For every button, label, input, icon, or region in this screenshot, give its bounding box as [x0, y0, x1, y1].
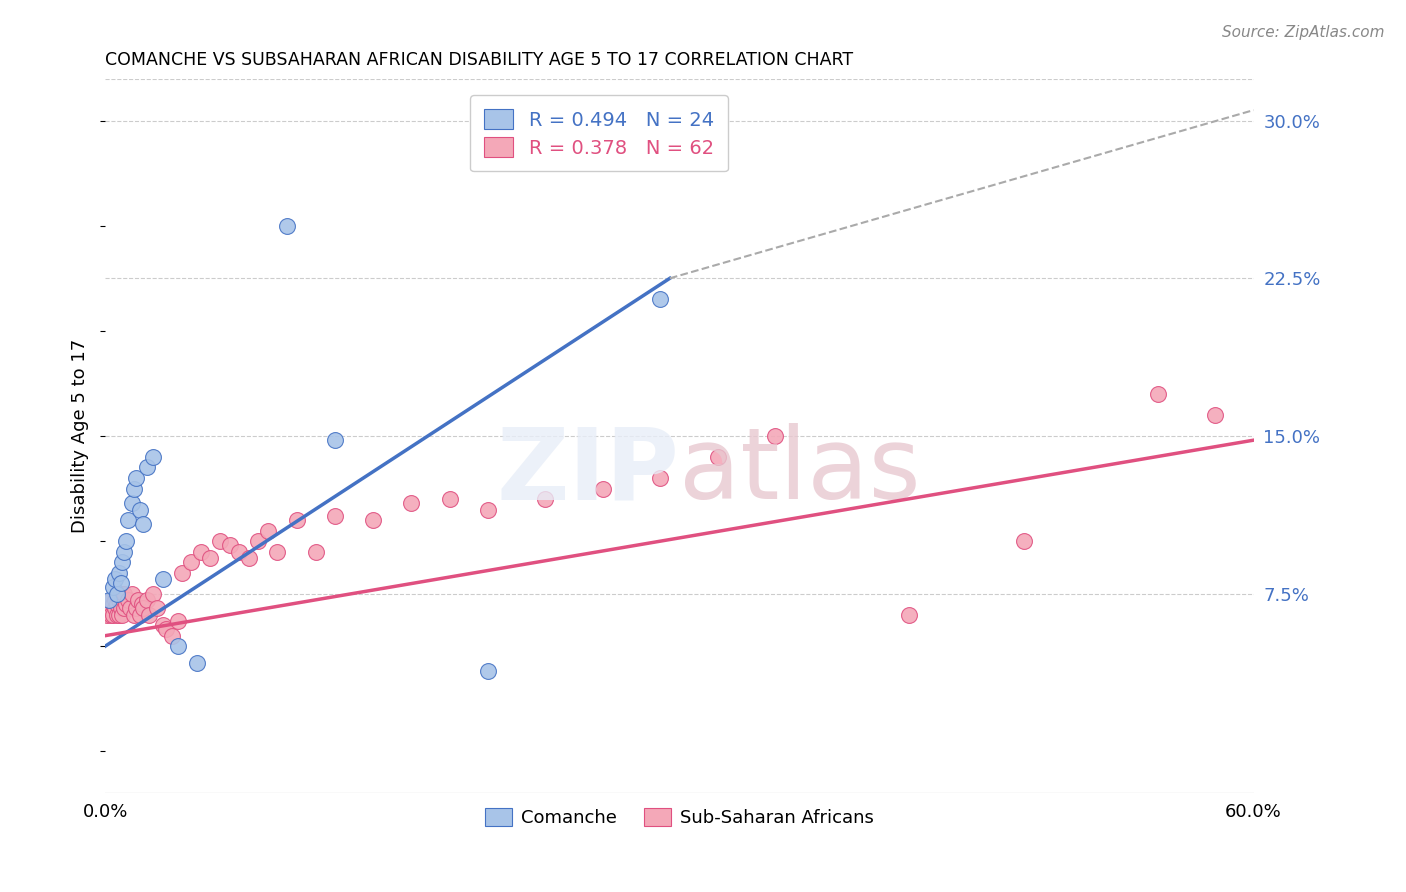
Point: [186, 656, 208, 670]
Point: [401, 496, 423, 510]
Point: [323, 433, 346, 447]
Point: [146, 601, 169, 615]
Point: [132, 517, 155, 532]
Point: [120, 601, 142, 615]
Point: [477, 502, 499, 516]
Point: [257, 524, 280, 538]
Point: [167, 639, 190, 653]
Text: atlas: atlas: [679, 423, 921, 520]
Point: [107, 593, 129, 607]
Point: [104, 593, 127, 607]
Point: [122, 482, 145, 496]
Point: [98, 593, 121, 607]
Y-axis label: Disability Age 5 to 17: Disability Age 5 to 17: [72, 339, 89, 533]
Text: ZIP: ZIP: [496, 423, 679, 520]
Point: [247, 534, 270, 549]
Point: [136, 593, 159, 607]
Point: [266, 544, 288, 558]
Text: COMANCHE VS SUBSAHARAN AFRICAN DISABILITY AGE 5 TO 17 CORRELATION CHART: COMANCHE VS SUBSAHARAN AFRICAN DISABILIT…: [105, 51, 853, 69]
Point: [104, 601, 127, 615]
Point: [650, 293, 672, 307]
Point: [142, 450, 165, 464]
Point: [190, 544, 212, 558]
Point: [105, 607, 128, 622]
Point: [110, 601, 132, 615]
Point: [112, 601, 135, 615]
Point: [111, 555, 134, 569]
Point: [592, 482, 614, 496]
Point: [1012, 534, 1035, 549]
Point: [107, 566, 129, 580]
Point: [228, 544, 250, 558]
Point: [112, 587, 135, 601]
Point: [101, 580, 124, 594]
Point: [96, 607, 118, 622]
Point: [650, 471, 672, 485]
Point: [218, 538, 240, 552]
Point: [128, 502, 150, 516]
Point: [305, 544, 328, 558]
Point: [105, 587, 128, 601]
Point: [128, 607, 150, 622]
Point: [112, 544, 135, 558]
Point: [323, 508, 346, 523]
Point: [138, 607, 160, 622]
Point: [105, 597, 128, 611]
Point: [763, 429, 786, 443]
Point: [122, 607, 145, 622]
Point: [110, 576, 132, 591]
Point: [115, 534, 138, 549]
Point: [117, 513, 139, 527]
Point: [238, 550, 260, 565]
Point: [117, 593, 139, 607]
Point: [167, 614, 190, 628]
Point: [152, 572, 174, 586]
Point: [439, 491, 461, 506]
Point: [131, 597, 153, 611]
Point: [115, 597, 138, 611]
Point: [125, 601, 148, 615]
Text: Source: ZipAtlas.com: Source: ZipAtlas.com: [1222, 25, 1385, 40]
Point: [136, 460, 159, 475]
Point: [361, 513, 384, 527]
Point: [110, 587, 132, 601]
Point: [107, 607, 129, 622]
Point: [200, 550, 222, 565]
Point: [98, 601, 121, 615]
Point: [101, 607, 124, 622]
Point: [142, 587, 165, 601]
Point: [121, 587, 143, 601]
Point: [285, 513, 308, 527]
Point: [898, 607, 921, 622]
Point: [1147, 387, 1170, 401]
Point: [125, 471, 148, 485]
Point: [276, 219, 298, 233]
Point: [477, 665, 499, 679]
Point: [101, 597, 124, 611]
Point: [170, 566, 193, 580]
Point: [534, 491, 557, 506]
Point: [706, 450, 728, 464]
Point: [100, 593, 122, 607]
Point: [121, 496, 143, 510]
Point: [104, 572, 127, 586]
Point: [111, 607, 134, 622]
Point: [180, 555, 202, 569]
Point: [160, 629, 183, 643]
Point: [209, 534, 232, 549]
Point: [1204, 408, 1226, 422]
Point: [155, 623, 177, 637]
Point: [127, 593, 149, 607]
Legend: Comanche, Sub-Saharan Africans: Comanche, Sub-Saharan Africans: [478, 800, 882, 834]
Point: [100, 607, 122, 622]
Point: [132, 601, 155, 615]
Point: [152, 618, 174, 632]
